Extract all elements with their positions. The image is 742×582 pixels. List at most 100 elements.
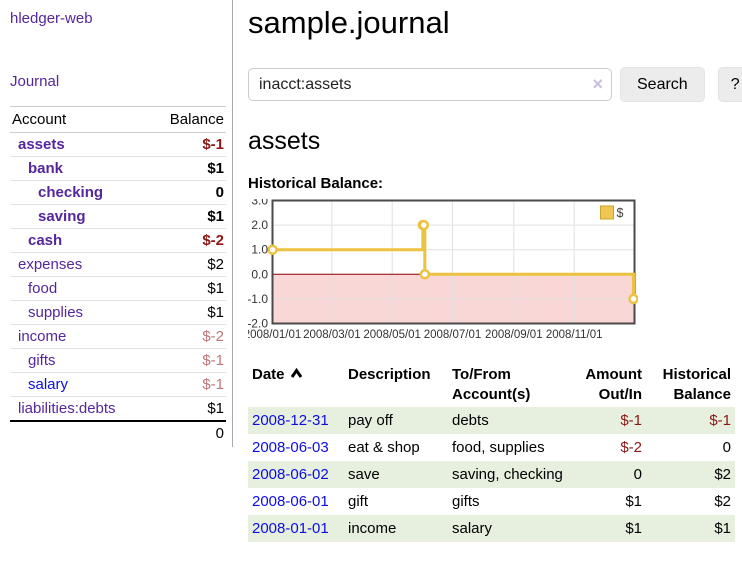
journal-link[interactable]: Journal (10, 73, 59, 90)
transaction-balance: $2 (646, 488, 735, 515)
transaction-amount: $1 (570, 488, 646, 515)
balance-column-header: Balance (150, 107, 226, 133)
account-title: assets (248, 127, 735, 156)
account-link[interactable]: assets (18, 136, 65, 153)
transaction-date-link[interactable]: 2008-12-31 (252, 412, 329, 429)
transaction-accounts: food, supplies (448, 434, 570, 461)
account-balance: $-1 (150, 373, 226, 397)
transaction-balance: $-1 (646, 407, 735, 434)
account-balance: 0 (150, 181, 226, 205)
register-row: 2008-01-01incomesalary$1$1 (248, 515, 735, 542)
accounts-total-value: 0 (150, 421, 226, 445)
account-row: checking 0 (10, 181, 226, 205)
register-body: 2008-12-31pay offdebts$-1$-1 2008-06-03 ea… (248, 407, 735, 542)
register-row: 2008-06-02savesaving, checking0$2 (248, 461, 735, 488)
transaction-balance: 0 (646, 434, 735, 461)
svg-text:2008/05/01: 2008/05/01 (363, 329, 421, 341)
account-balance: $-1 (150, 133, 226, 157)
svg-text:2008/11/01: 2008/11/01 (546, 329, 603, 341)
account-link[interactable]: checking (38, 184, 103, 201)
col-accounts: To/From Account(s) (448, 363, 570, 407)
page-title: sample.journal (248, 5, 735, 41)
account-link[interactable]: food (28, 280, 57, 297)
account-balance: $1 (150, 277, 226, 301)
account-link[interactable]: expenses (18, 256, 82, 273)
register-row: 2008-06-03 eat & shopfood, supplies$-20 (248, 434, 735, 461)
search-button[interactable]: Search (620, 67, 705, 102)
transaction-accounts: gifts (448, 488, 570, 515)
register-header-row: Date Description To/From Account(s) Amou… (248, 363, 735, 407)
account-column-header: Account (10, 107, 150, 133)
transaction-date-link[interactable]: 2008-06-03 (252, 439, 329, 456)
account-link[interactable]: liabilities:debts (18, 400, 116, 417)
account-row: expenses $2 (10, 253, 226, 277)
register-row: 2008-06-01 giftgifts$1$2 (248, 488, 735, 515)
clear-search-icon[interactable]: × (592, 74, 603, 94)
account-link[interactable]: bank (28, 160, 63, 177)
account-balance: $-2 (150, 325, 226, 349)
svg-text:2008/09/01: 2008/09/01 (485, 329, 543, 341)
transaction-accounts: debts (448, 407, 570, 434)
col-date[interactable]: Date (248, 363, 344, 407)
transaction-description: gift (344, 488, 448, 515)
account-row: cash $-2 (10, 229, 226, 253)
sidebar: hledger-web Journal Account Balance asse… (0, 0, 233, 447)
svg-text:3.0: 3.0 (251, 199, 268, 208)
col-date-label: Date (252, 366, 285, 383)
sidebar-accounts-body: assets$-1bank$1checking0saving$1cash$-2e… (10, 133, 226, 422)
account-row: salary $-1 (10, 373, 226, 397)
transaction-accounts: saving, checking (448, 461, 570, 488)
account-row: food $1 (10, 277, 226, 301)
balance-chart: $3.02.01.00.0-1.0-2.02008/01/012008/03/0… (248, 199, 638, 346)
col-balance: Historical Balance (646, 363, 735, 407)
accounts-table: Account Balance assets $-1 bank $1 checking 0… (10, 106, 226, 445)
transaction-amount: $-2 (570, 434, 646, 461)
account-balance: $1 (150, 157, 226, 181)
register-row: 2008-12-31pay offdebts$-1$-1 (248, 407, 735, 434)
register-table: Date Description To/From Account(s) Amou… (248, 363, 735, 542)
sort-asc-icon (290, 368, 303, 379)
account-row: saving $1 (10, 205, 226, 229)
transaction-date-link[interactable]: 2008-06-01 (252, 493, 329, 510)
chart-wrap: $3.02.01.00.0-1.0-2.02008/01/012008/03/0… (248, 199, 735, 346)
account-balance: $2 (150, 253, 226, 277)
account-balance: $1 (150, 205, 226, 229)
account-balance: $1 (150, 397, 226, 422)
svg-text:$: $ (617, 206, 624, 220)
account-link[interactable]: cash (28, 232, 62, 249)
transaction-accounts: salary (448, 515, 570, 542)
transaction-amount: $-1 (570, 407, 646, 434)
account-link[interactable]: saving (38, 208, 86, 225)
account-link[interactable]: salary (28, 376, 68, 393)
transaction-balance: $1 (646, 515, 735, 542)
col-description: Description (344, 363, 448, 407)
account-row: supplies $1 (10, 301, 226, 325)
account-balance: $-1 (150, 349, 226, 373)
transaction-date-link[interactable]: 2008-01-01 (252, 520, 329, 537)
transaction-balance: $2 (646, 461, 735, 488)
svg-text:2008/01/01: 2008/01/01 (248, 329, 301, 341)
transaction-amount: $1 (570, 515, 646, 542)
account-row: assets $-1 (10, 133, 226, 157)
transaction-amount: 0 (570, 461, 646, 488)
svg-text:2008/07/01: 2008/07/01 (424, 329, 482, 341)
search-box: × (248, 68, 612, 101)
help-button[interactable]: ? (718, 67, 742, 102)
historical-balance-label: Historical Balance: (248, 175, 735, 192)
svg-text:2.0: 2.0 (251, 218, 268, 232)
svg-text:0.0: 0.0 (251, 267, 268, 281)
search-input[interactable] (248, 68, 612, 101)
account-link[interactable]: gifts (28, 352, 56, 369)
transaction-description: income (344, 515, 448, 542)
svg-text:2008/03/01: 2008/03/01 (303, 329, 361, 341)
account-balance: $-2 (150, 229, 226, 253)
search-row: × Search ? (248, 67, 735, 102)
transaction-date-link[interactable]: 2008-06-02 (252, 466, 329, 483)
account-balance: $1 (150, 301, 226, 325)
account-link[interactable]: income (18, 328, 66, 345)
svg-text:-1.0: -1.0 (248, 292, 268, 306)
app-title-link[interactable]: hledger-web (10, 10, 93, 27)
transaction-description: eat & shop (344, 434, 448, 461)
account-link[interactable]: supplies (28, 304, 83, 321)
accounts-total-row: 0 (10, 421, 226, 445)
